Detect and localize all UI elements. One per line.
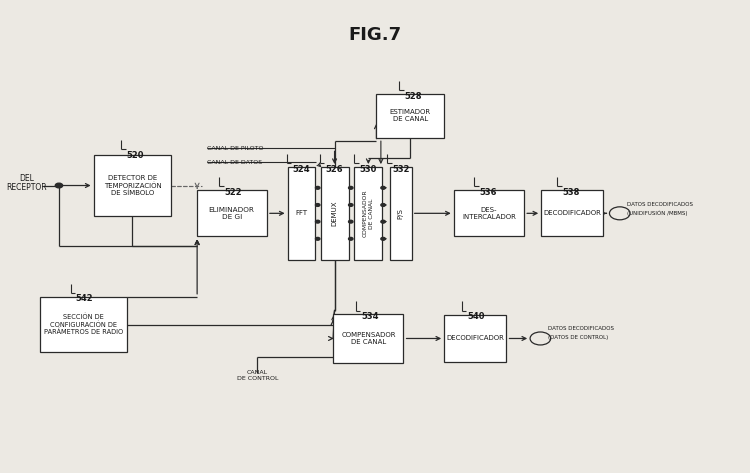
Circle shape	[349, 220, 353, 223]
Text: DECODIFICADOR: DECODIFICADOR	[446, 335, 504, 342]
Text: (UNIDIFUSIÓN /MBMS): (UNIDIFUSIÓN /MBMS)	[627, 210, 688, 216]
Text: FIG.7: FIG.7	[349, 26, 401, 44]
FancyBboxPatch shape	[390, 167, 412, 260]
FancyBboxPatch shape	[196, 190, 266, 236]
FancyBboxPatch shape	[454, 190, 524, 236]
FancyBboxPatch shape	[287, 167, 316, 260]
Text: 522: 522	[224, 188, 242, 197]
Text: 526: 526	[325, 165, 343, 174]
Text: FFT: FFT	[296, 210, 307, 216]
Text: 540: 540	[466, 312, 484, 321]
Text: 538: 538	[562, 188, 580, 197]
Text: 536: 536	[479, 188, 496, 197]
Text: CANAL DE PILOTO: CANAL DE PILOTO	[208, 146, 264, 151]
Circle shape	[316, 186, 320, 189]
Circle shape	[316, 237, 320, 240]
Text: DETECTOR DE
TEMPORIZACIÓN
DE SÍMBOLO: DETECTOR DE TEMPORIZACIÓN DE SÍMBOLO	[104, 175, 161, 196]
FancyBboxPatch shape	[541, 190, 603, 236]
Text: (DATOS DE CONTROL): (DATOS DE CONTROL)	[548, 334, 609, 340]
Circle shape	[349, 203, 353, 206]
Circle shape	[56, 183, 62, 188]
Text: CANAL DE DATOS: CANAL DE DATOS	[208, 160, 262, 165]
Circle shape	[381, 186, 386, 189]
Text: 520: 520	[127, 151, 144, 160]
FancyBboxPatch shape	[355, 167, 382, 260]
Text: DATOS DECODIFICADOS: DATOS DECODIFICADOS	[548, 326, 614, 331]
Text: DECODIFICADOR: DECODIFICADOR	[543, 210, 601, 216]
Circle shape	[316, 220, 320, 223]
Text: COMPENSADOR
DE CANAL: COMPENSADOR DE CANAL	[363, 190, 374, 237]
Circle shape	[381, 203, 386, 206]
FancyBboxPatch shape	[376, 94, 444, 138]
Circle shape	[349, 186, 353, 189]
Text: COMPENSADOR
DE CANAL: COMPENSADOR DE CANAL	[341, 332, 396, 345]
FancyBboxPatch shape	[320, 167, 349, 260]
Text: DES-
INTERCALADOR: DES- INTERCALADOR	[462, 207, 516, 220]
Text: 524: 524	[292, 165, 310, 174]
Text: DEMUX: DEMUX	[332, 201, 338, 226]
Circle shape	[381, 220, 386, 223]
Text: 532: 532	[393, 165, 410, 174]
Text: ELIMINADOR
DE GI: ELIMINADOR DE GI	[209, 207, 254, 220]
Text: DATOS DECODIFICADOS: DATOS DECODIFICADOS	[627, 201, 693, 207]
Text: 534: 534	[361, 312, 379, 321]
Text: 528: 528	[404, 92, 422, 101]
Text: SECCIÓN DE
CONFIGURACIÓN DE
PARÁMETROS DE RADIO: SECCIÓN DE CONFIGURACIÓN DE PARÁMETROS D…	[44, 314, 123, 335]
Text: CANAL
DE CONTROL: CANAL DE CONTROL	[237, 370, 278, 381]
Text: P/S: P/S	[398, 208, 404, 219]
FancyBboxPatch shape	[40, 297, 127, 352]
Circle shape	[316, 203, 320, 206]
Text: ESTIMADOR
DE CANAL: ESTIMADOR DE CANAL	[390, 109, 430, 123]
Circle shape	[381, 237, 386, 240]
Text: 542: 542	[76, 294, 94, 304]
FancyBboxPatch shape	[444, 315, 506, 362]
Circle shape	[349, 237, 353, 240]
Text: 530: 530	[359, 165, 377, 174]
Text: DEL: DEL	[20, 174, 34, 183]
FancyBboxPatch shape	[94, 156, 171, 216]
Text: RECEPTOR: RECEPTOR	[6, 184, 47, 193]
FancyBboxPatch shape	[334, 314, 404, 363]
